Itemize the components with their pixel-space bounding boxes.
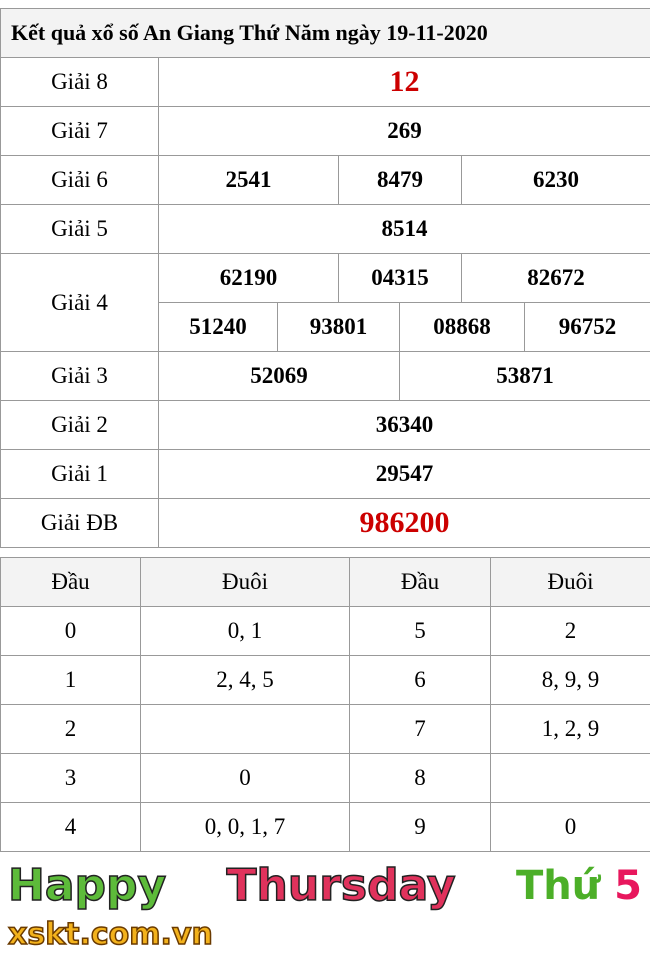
prize-value: 51240	[159, 303, 278, 352]
prize-label: Giải 5	[1, 205, 159, 254]
loto-head: 2	[1, 705, 141, 754]
watermark-five: 5	[614, 863, 642, 909]
loto-tail	[141, 705, 350, 754]
prize-value: 12	[159, 58, 650, 107]
prize-value: 2541	[159, 156, 339, 205]
prize-row-6: Giải 6 2541 8479 6230	[1, 156, 650, 205]
loto-tail	[491, 754, 650, 803]
site-logo: xskt.com.vn	[8, 917, 213, 952]
prize-value: 986200	[159, 499, 650, 548]
watermark-happy: Happy	[8, 860, 166, 911]
prize-value: 08868	[400, 303, 525, 352]
loto-head: 5	[350, 607, 491, 656]
prize-row-3: Giải 3 52069 53871	[1, 352, 650, 401]
prize-value: 62190	[159, 254, 339, 303]
loto-head: 8	[350, 754, 491, 803]
loto-tail: 0	[491, 803, 650, 852]
prize-value: 04315	[339, 254, 462, 303]
prize-value: 36340	[159, 401, 650, 450]
loto-head: 9	[350, 803, 491, 852]
watermark-thu5: Thứ 5	[516, 863, 642, 909]
loto-head: 0	[1, 607, 141, 656]
loto-head: 4	[1, 803, 141, 852]
prize-value: 96752	[525, 303, 650, 352]
prize-value: 8514	[159, 205, 650, 254]
prize-value: 29547	[159, 450, 650, 499]
loto-head: 1	[1, 656, 141, 705]
prize-value: 82672	[462, 254, 650, 303]
watermark-thursday: Thursday	[227, 860, 456, 911]
loto-head: 6	[350, 656, 491, 705]
prize-label: Giải ĐB	[1, 499, 159, 548]
prize-label: Giải 4	[1, 254, 159, 352]
prize-label: Giải 8	[1, 58, 159, 107]
loto-tail: 0, 0, 1, 7	[141, 803, 350, 852]
prize-label: Giải 2	[1, 401, 159, 450]
results-table: Kết quả xổ số An Giang Thứ Năm ngày 19-1…	[0, 8, 650, 548]
prize-label: Giải 7	[1, 107, 159, 156]
prize-value: 93801	[278, 303, 400, 352]
header-duoi: Đuôi	[491, 558, 650, 607]
prize-value: 8479	[339, 156, 462, 205]
watermark: Happy Thursday Thứ 5 xskt.com.vn	[0, 852, 650, 962]
prize-label: Giải 1	[1, 450, 159, 499]
loto-tail: 2	[491, 607, 650, 656]
prize-value: 52069	[159, 352, 400, 401]
loto-tail: 0	[141, 754, 350, 803]
loto-header: Đầu Đuôi Đầu Đuôi	[1, 558, 650, 607]
loto-tail: 0, 1	[141, 607, 350, 656]
page-title: Kết quả xổ số An Giang Thứ Năm ngày 19-1…	[1, 9, 650, 58]
prize-row-4: Giải 4 62190 04315 82672	[1, 254, 650, 303]
prize-label: Giải 6	[1, 156, 159, 205]
prize-value: 53871	[400, 352, 650, 401]
loto-tail: 8, 9, 9	[491, 656, 650, 705]
loto-tail: 1, 2, 9	[491, 705, 650, 754]
loto-tail: 2, 4, 5	[141, 656, 350, 705]
loto-head: 3	[1, 754, 141, 803]
header-duoi: Đuôi	[141, 558, 350, 607]
prize-value: 269	[159, 107, 650, 156]
prize-label: Giải 3	[1, 352, 159, 401]
prize-value: 6230	[462, 156, 650, 205]
header-dau: Đầu	[350, 558, 491, 607]
loto-head: 7	[350, 705, 491, 754]
header-dau: Đầu	[1, 558, 141, 607]
watermark-thu: Thứ	[516, 863, 600, 909]
